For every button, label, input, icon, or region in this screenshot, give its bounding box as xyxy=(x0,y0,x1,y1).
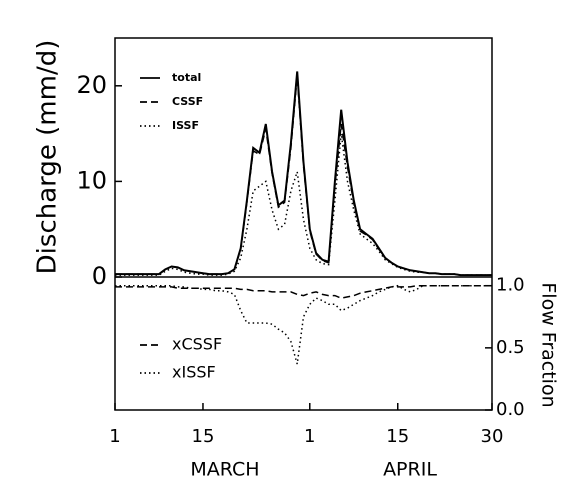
plot-frame xyxy=(114,37,493,411)
legend-label: ISSF xyxy=(172,119,199,132)
y2-axis-label: Flow Fraction xyxy=(538,282,560,407)
data-line xyxy=(115,284,492,299)
x-tick-label: 30 xyxy=(481,426,504,447)
x-tick-label: 15 xyxy=(386,426,409,447)
legend-label: xCSSF xyxy=(172,335,222,354)
y2-tick-label: 0.5 xyxy=(496,337,525,358)
x-tick-label: 1 xyxy=(109,426,120,447)
y-tick-label: 20 xyxy=(76,71,107,99)
legend-label: CSSF xyxy=(172,95,203,108)
month-label: MARCH xyxy=(190,459,259,481)
y-tick-label: 10 xyxy=(76,166,107,194)
y-axis-label: Discharge (mm/d) xyxy=(33,40,63,275)
x-tick-label: 15 xyxy=(192,426,215,447)
legend-label: xISSF xyxy=(172,363,216,382)
y2-tick-label: 1.0 xyxy=(496,275,525,296)
month-label: APRIL xyxy=(383,459,437,481)
y-tick-label: 0 xyxy=(92,262,107,290)
legend-label: total xyxy=(172,71,201,84)
x-tick-label: 1 xyxy=(304,426,315,447)
y2-tick-label: 0.0 xyxy=(496,399,525,420)
